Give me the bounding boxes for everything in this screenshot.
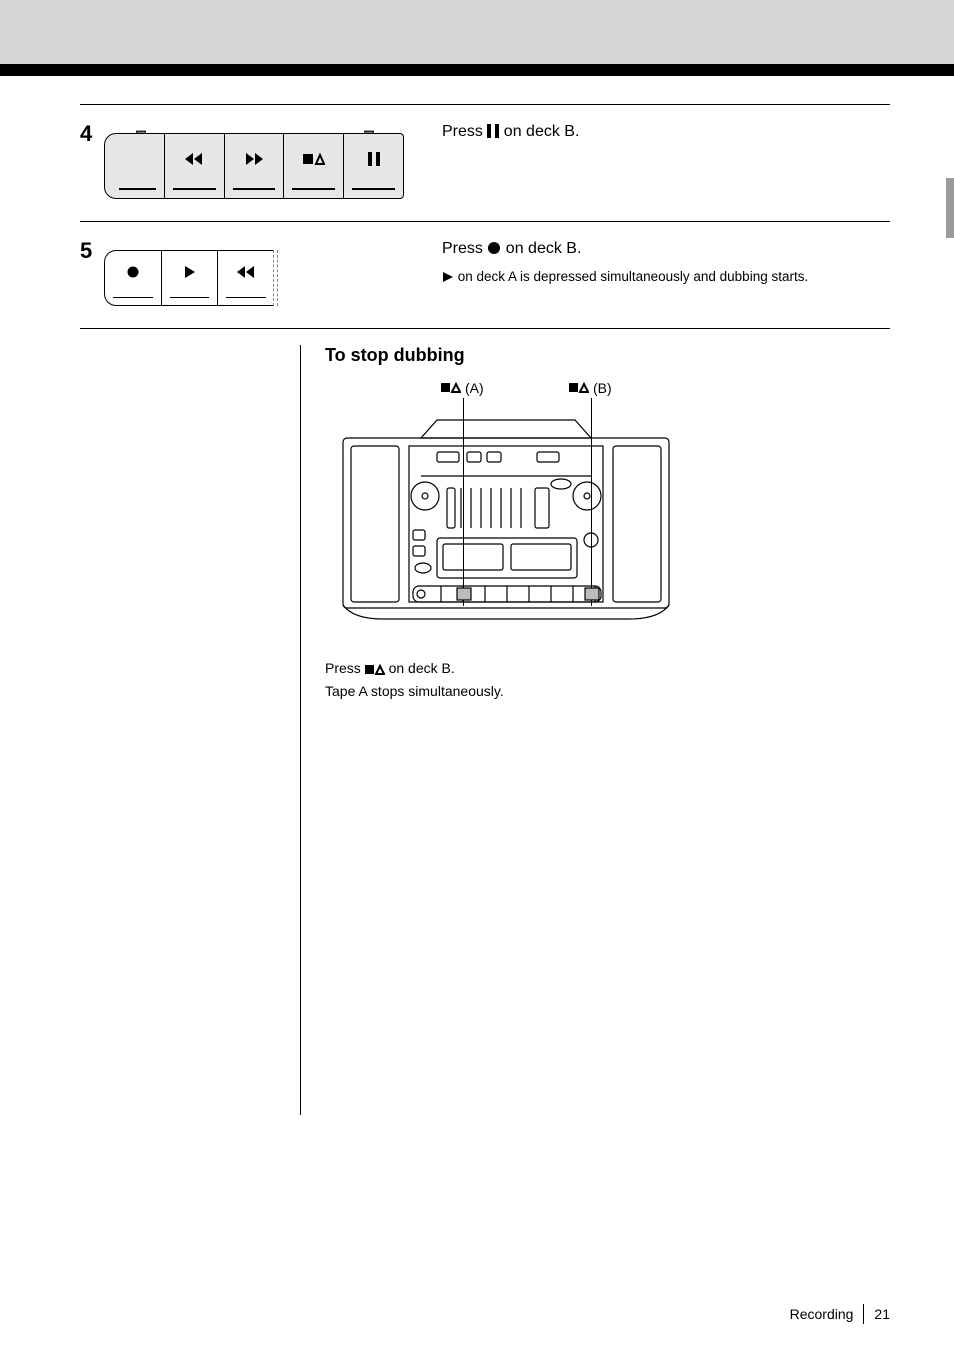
play-icon bbox=[184, 265, 196, 284]
callout-label: (A) bbox=[465, 380, 484, 396]
device-callout-diagram: (A) (B) bbox=[341, 380, 671, 640]
cut-line bbox=[277, 250, 278, 306]
content: 4 bbox=[0, 76, 954, 1115]
pause-icon bbox=[487, 123, 499, 145]
text: Press bbox=[442, 123, 487, 140]
rule bbox=[80, 328, 890, 329]
cut-line bbox=[273, 250, 274, 306]
text: on deck B. bbox=[504, 123, 580, 140]
step-4-text: Press on deck B. bbox=[424, 121, 890, 199]
stop-eject-icon bbox=[303, 150, 325, 171]
header-black-rule bbox=[0, 64, 954, 76]
step-5-subtext: on deck A is depressed simultaneously an… bbox=[442, 268, 862, 289]
step-4: 4 bbox=[80, 105, 890, 221]
step-5: 5 bbox=[80, 222, 890, 328]
footer-divider bbox=[863, 1304, 864, 1324]
deck-button bbox=[164, 134, 224, 198]
record-icon bbox=[127, 265, 139, 283]
stop-dubbing-heading: To stop dubbing bbox=[325, 345, 890, 366]
vertical-divider bbox=[300, 345, 301, 1115]
deck-button bbox=[105, 134, 164, 198]
deck-button bbox=[283, 134, 343, 198]
callout-deck-b: (B) bbox=[569, 380, 612, 396]
deck-button bbox=[343, 134, 403, 198]
deck-button bbox=[217, 251, 274, 305]
text: Press bbox=[442, 240, 487, 257]
fast-forward-icon bbox=[244, 150, 264, 171]
text: Press bbox=[325, 660, 365, 676]
lower-left-spacer bbox=[80, 345, 300, 1115]
header-bar bbox=[0, 0, 954, 64]
stop-eject-icon bbox=[365, 660, 385, 681]
callout-deck-a: (A) bbox=[441, 380, 484, 396]
lower-section: To stop dubbing (A) (B) bbox=[80, 345, 890, 1115]
record-icon bbox=[487, 240, 501, 262]
step-5-illustration bbox=[104, 238, 424, 306]
stop-eject-icon bbox=[569, 380, 589, 396]
step-4-illustration bbox=[104, 121, 424, 199]
page-footer: Recording 21 bbox=[790, 1304, 890, 1324]
page-number: 21 bbox=[874, 1306, 890, 1322]
rewind-icon bbox=[184, 150, 204, 171]
deck-button bbox=[224, 134, 284, 198]
rewind-icon bbox=[236, 265, 256, 284]
step-number: 5 bbox=[80, 238, 104, 306]
deck-button bbox=[105, 251, 161, 305]
footer-section-label: Recording bbox=[790, 1306, 854, 1322]
lower-right: To stop dubbing (A) (B) bbox=[325, 345, 890, 1115]
deck-b-button-strip-partial bbox=[104, 250, 274, 306]
deck-button bbox=[161, 251, 218, 305]
side-index-tab bbox=[946, 178, 954, 238]
play-pause-icon bbox=[132, 150, 137, 171]
deck-b-button-strip bbox=[104, 133, 404, 199]
step-5-text: Press on deck B. on deck A is depressed … bbox=[424, 238, 890, 306]
stop-dubbing-instruction: Press on deck B. Tape A stops simultaneo… bbox=[325, 658, 845, 702]
pause-icon bbox=[368, 150, 380, 171]
stop-eject-icon bbox=[441, 380, 461, 396]
stereo-device-illustration bbox=[341, 410, 671, 650]
callout-label: (B) bbox=[593, 380, 612, 396]
step-number: 4 bbox=[80, 121, 104, 199]
play-icon bbox=[442, 270, 454, 289]
text: on deck B. bbox=[506, 240, 582, 257]
page: 4 bbox=[0, 0, 954, 1352]
